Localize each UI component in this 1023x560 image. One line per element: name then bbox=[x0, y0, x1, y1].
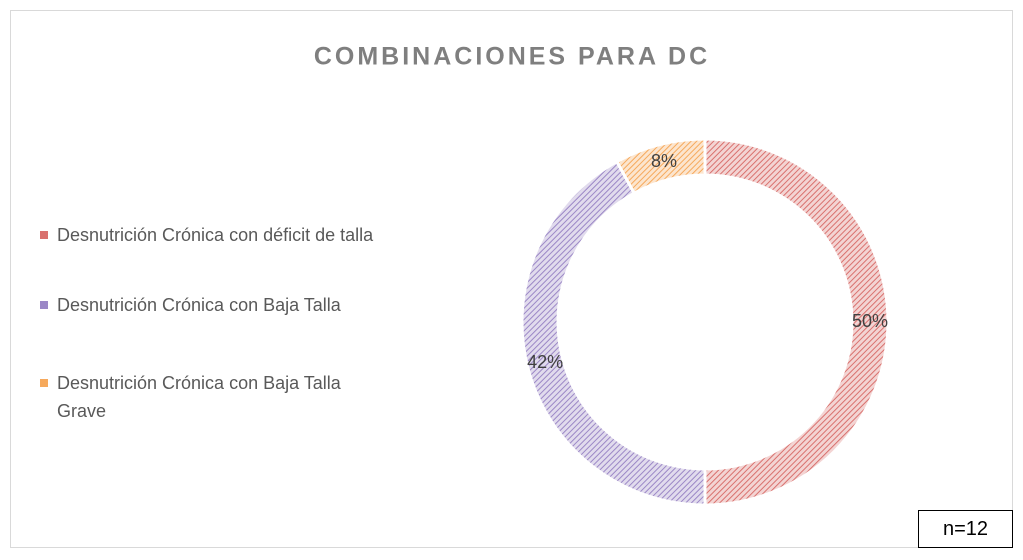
data-label: 50% bbox=[852, 311, 888, 331]
donut-slice bbox=[614, 137, 707, 196]
legend-label: Desnutrición Crónica con déficit de tall… bbox=[57, 225, 374, 245]
legend-label: Desnutrición Crónica con Baja Talla bbox=[57, 295, 341, 315]
legend-marker bbox=[40, 301, 48, 309]
data-label: 8% bbox=[651, 151, 677, 171]
data-label: 42% bbox=[527, 352, 563, 372]
chart-title: COMBINACIONES PARA DC bbox=[314, 43, 710, 71]
legend-marker bbox=[40, 231, 48, 239]
legend-label: Desnutrición Crónica con Baja Talla Grav… bbox=[57, 373, 341, 421]
annotation: n=12 bbox=[918, 510, 1013, 548]
legend-marker bbox=[40, 379, 48, 387]
donut-slice bbox=[703, 137, 890, 507]
